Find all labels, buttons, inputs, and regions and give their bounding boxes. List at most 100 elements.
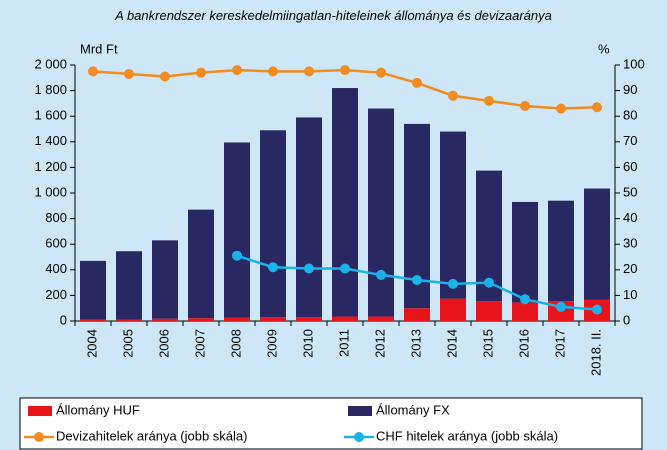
legend-label: CHF hitelek aránya (jobb skála) — [376, 428, 558, 443]
point — [196, 67, 206, 78]
bar — [440, 298, 466, 321]
bar — [332, 88, 358, 317]
point — [520, 294, 530, 305]
y2-tick-label: 100 — [623, 56, 645, 71]
bar — [404, 308, 430, 321]
bar — [332, 316, 358, 321]
bar — [188, 318, 214, 321]
y-axis-label: Mrd Ft — [80, 41, 118, 56]
chart-title: A bankrendszer kereskedelmiingatlan-hite… — [115, 8, 552, 23]
point — [340, 263, 350, 274]
bar — [584, 188, 610, 300]
point — [556, 301, 566, 312]
legend-point — [34, 432, 44, 442]
bar — [476, 301, 502, 321]
point — [484, 95, 494, 106]
x-tick-label: 2005 — [120, 329, 135, 358]
point — [304, 66, 314, 77]
bar — [152, 240, 178, 319]
bar — [296, 317, 322, 321]
y2-tick-label: 80 — [623, 108, 637, 123]
x-tick-label: 2012 — [372, 329, 387, 358]
point — [448, 90, 458, 101]
point — [376, 269, 386, 280]
point — [160, 71, 170, 82]
point — [484, 277, 494, 288]
x-tick-label: 2010 — [300, 329, 315, 358]
legend-swatch — [348, 406, 372, 416]
y2-tick-label: 0 — [623, 312, 630, 327]
point — [88, 66, 98, 77]
bar — [80, 319, 106, 321]
y2-tick-label: 60 — [623, 159, 637, 174]
x-tick-label: 2008 — [228, 329, 243, 358]
y-tick-label: 400 — [45, 261, 67, 276]
y-tick-label: 1 000 — [34, 184, 67, 199]
y2-tick-label: 70 — [623, 133, 637, 148]
y2-tick-label: 90 — [623, 82, 637, 97]
bar — [296, 117, 322, 318]
x-tick-label: 2011 — [336, 329, 351, 357]
legend-label: Állomány FX — [376, 402, 450, 417]
y-tick-label: 1 400 — [34, 133, 67, 148]
y2-tick-label: 50 — [623, 184, 637, 199]
bar — [152, 318, 178, 321]
y2-tick-label: 30 — [623, 236, 637, 251]
point — [376, 67, 386, 78]
y2-tick-label: 10 — [623, 287, 637, 302]
y2-tick-label: 20 — [623, 261, 637, 276]
x-tick-label: 2006 — [156, 329, 171, 358]
x-tick-label: 2017 — [552, 329, 567, 358]
bar — [224, 142, 250, 318]
x-tick-label: 2016 — [516, 329, 531, 358]
point — [412, 77, 422, 88]
point — [448, 278, 458, 289]
y-tick-label: 600 — [45, 236, 67, 251]
bar — [440, 131, 466, 299]
bar — [368, 316, 394, 321]
bar — [368, 108, 394, 317]
y-tick-label: 200 — [45, 287, 67, 302]
x-tick-label: 2009 — [264, 329, 279, 358]
point — [304, 263, 314, 274]
x-tick-label: 2015 — [480, 329, 495, 358]
y2-tick-label: 40 — [623, 210, 637, 225]
x-tick-label: 2018. II. — [588, 329, 603, 376]
point — [340, 65, 350, 76]
bar — [188, 209, 214, 319]
point — [592, 102, 602, 113]
bar — [116, 319, 142, 321]
bar — [512, 201, 538, 303]
y-tick-label: 1 800 — [34, 82, 67, 97]
y-tick-label: 0 — [60, 312, 67, 327]
point — [592, 304, 602, 315]
bar — [512, 302, 538, 321]
point — [556, 103, 566, 114]
point — [268, 66, 278, 77]
point — [268, 262, 278, 273]
point — [124, 68, 134, 79]
x-tick-label: 2014 — [444, 329, 459, 358]
legend-box — [19, 397, 643, 450]
bar — [80, 260, 106, 320]
x-tick-label: 2013 — [408, 329, 423, 358]
point — [520, 100, 530, 111]
y-tick-label: 1 600 — [34, 108, 67, 123]
x-tick-label: 2007 — [192, 329, 207, 358]
point — [232, 65, 242, 76]
y-tick-label: 1 200 — [34, 159, 67, 174]
legend-label: Devizahitelek aránya (jobb skála) — [56, 428, 247, 443]
bar — [260, 317, 286, 321]
point — [232, 250, 242, 261]
legend-swatch — [28, 406, 52, 416]
y2-axis-label: % — [598, 41, 610, 56]
bar — [548, 200, 574, 302]
point — [412, 275, 422, 286]
bar — [260, 130, 286, 318]
y-tick-label: 2 000 — [34, 56, 67, 71]
bar — [224, 317, 250, 321]
y-tick-label: 800 — [45, 210, 67, 225]
bar — [116, 251, 142, 320]
